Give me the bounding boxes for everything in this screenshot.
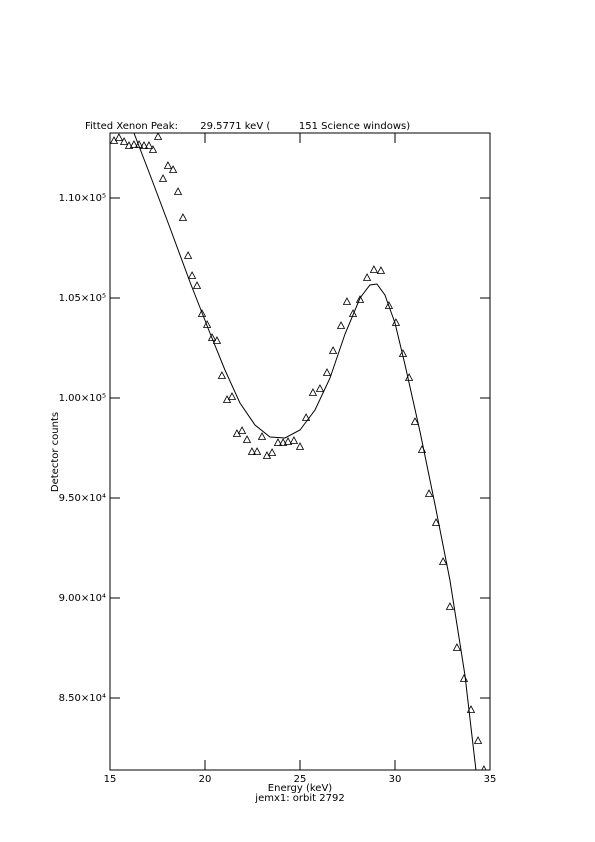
data-point bbox=[148, 145, 158, 153]
data-point bbox=[257, 432, 267, 440]
data-point bbox=[384, 301, 394, 309]
data-point bbox=[153, 133, 163, 140]
data-point bbox=[278, 438, 288, 446]
data-point bbox=[129, 140, 139, 148]
plot-area bbox=[110, 133, 487, 770]
data-point bbox=[473, 736, 483, 744]
data-point bbox=[227, 392, 237, 400]
y-axis-label: Detector counts bbox=[50, 412, 61, 492]
y-tick-label: 1.10×10⁵ bbox=[59, 193, 106, 204]
data-point bbox=[283, 437, 293, 445]
data-point bbox=[267, 448, 277, 456]
y-tick-label: 8.50×10⁴ bbox=[59, 693, 106, 704]
data-point bbox=[114, 133, 124, 141]
data-point bbox=[242, 435, 252, 443]
data-point bbox=[431, 518, 441, 526]
data-point bbox=[178, 213, 188, 221]
data-point bbox=[212, 336, 222, 344]
data-point bbox=[139, 141, 149, 149]
data-point bbox=[217, 371, 227, 379]
data-point bbox=[322, 368, 332, 376]
data-point bbox=[315, 384, 325, 392]
data-point bbox=[173, 187, 183, 195]
data-point bbox=[355, 295, 365, 303]
fit-line bbox=[133, 133, 477, 770]
data-point bbox=[301, 413, 311, 421]
data-point bbox=[438, 557, 448, 565]
data-point bbox=[197, 309, 207, 317]
data-point bbox=[252, 447, 262, 455]
data-point bbox=[144, 141, 154, 149]
y-tick-label: 9.50×10⁴ bbox=[59, 493, 106, 504]
y-tick-label: 1.05×10⁵ bbox=[59, 293, 106, 304]
data-point bbox=[424, 489, 434, 497]
data-point bbox=[342, 297, 352, 305]
x-tick-label: 25 bbox=[294, 774, 307, 785]
data-point bbox=[445, 602, 455, 610]
data-point bbox=[328, 346, 338, 354]
x-tick-label: 15 bbox=[104, 774, 117, 785]
data-point bbox=[336, 321, 346, 329]
data-point bbox=[308, 388, 318, 396]
x-tick-label: 20 bbox=[199, 774, 212, 785]
data-point bbox=[289, 436, 299, 444]
data-point bbox=[187, 271, 197, 279]
x-tick-label: 30 bbox=[389, 774, 402, 785]
data-point bbox=[410, 417, 420, 425]
data-point bbox=[168, 165, 178, 173]
data-point bbox=[452, 643, 462, 651]
data-point bbox=[124, 141, 134, 149]
data-point bbox=[237, 426, 247, 434]
subtitle: jemx1: orbit 2792 bbox=[254, 793, 344, 804]
y-tick-label: 1.00×10⁵ bbox=[59, 393, 106, 404]
data-point bbox=[183, 251, 193, 259]
y-tick-label: 9.00×10⁴ bbox=[59, 593, 106, 604]
x-axis-label: Energy (keV) bbox=[268, 783, 333, 794]
data-point bbox=[247, 447, 257, 455]
data-point bbox=[119, 137, 129, 145]
data-point bbox=[481, 765, 487, 770]
data-point bbox=[369, 265, 379, 273]
data-point bbox=[158, 174, 168, 182]
data-point bbox=[163, 161, 173, 169]
data-point bbox=[362, 273, 372, 281]
chart-title: Fitted Xenon Peak: 29.5771 keV ( 151 Sci… bbox=[85, 121, 410, 132]
data-point bbox=[295, 442, 305, 450]
data-point bbox=[376, 266, 386, 274]
data-point bbox=[348, 309, 358, 317]
data-point bbox=[202, 320, 212, 328]
data-point bbox=[207, 333, 217, 341]
data-point bbox=[273, 438, 283, 446]
data-point bbox=[192, 281, 202, 289]
x-tick-label: 35 bbox=[484, 774, 497, 785]
